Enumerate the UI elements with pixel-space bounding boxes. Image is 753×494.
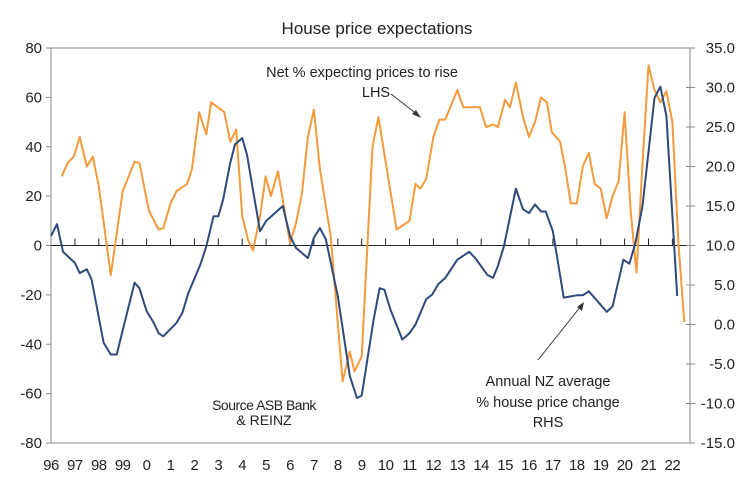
price-arrowhead [577, 302, 584, 311]
x-tick-label: 2 [190, 457, 198, 474]
left-tick-label: 0 [34, 238, 42, 255]
chart-title: House price expectations [282, 19, 473, 38]
x-tick-label: 98 [91, 457, 107, 474]
x-tick-label: 9 [358, 457, 366, 474]
x-tick-label: 17 [545, 457, 561, 474]
x-tick-label: 15 [497, 457, 513, 474]
right-tick-label: 25.0 [706, 119, 735, 136]
left-tick-label: -20 [20, 287, 42, 304]
right-tick-label: -5.0 [709, 356, 735, 373]
series-group [50, 64, 686, 399]
price-arrow [537, 305, 582, 361]
expectations-label-line2: LHS [362, 85, 390, 101]
expectations-arrow [390, 93, 419, 116]
price-label-line1: Annual NZ average [486, 374, 611, 390]
series-line-expectations [60, 64, 686, 383]
x-tick-label: 11 [402, 457, 417, 474]
x-tick-label: 8 [334, 457, 342, 474]
left-tick-label: 80 [25, 40, 42, 57]
axes: 806040200-20-40-60-8035.030.025.020.015.… [20, 40, 735, 474]
right-tick-label: 30.0 [706, 80, 735, 97]
x-tick-label: 22 [665, 457, 681, 474]
x-tick-label: 21 [641, 457, 657, 474]
right-tick-label: 5.0 [714, 277, 735, 294]
x-tick-label: 19 [593, 457, 609, 474]
x-tick-label: 18 [569, 457, 585, 474]
x-tick-label: 97 [67, 457, 83, 474]
left-tick-label: -60 [20, 386, 42, 403]
x-tick-label: 1 [167, 457, 175, 474]
x-tick-label: 12 [426, 457, 442, 474]
x-tick-label: 6 [286, 457, 294, 474]
source-line1: Source ASB Bank [212, 397, 317, 413]
x-tick-label: 99 [115, 457, 131, 474]
x-tick-label: 16 [521, 457, 537, 474]
x-tick-label: 3 [214, 457, 222, 474]
x-tick-label: 10 [378, 457, 394, 474]
right-tick-label: -15.0 [701, 435, 735, 452]
left-tick-label: -40 [20, 336, 42, 353]
left-tick-label: -80 [20, 435, 42, 452]
expectations-arrowhead [412, 110, 421, 118]
right-tick-label: 20.0 [706, 159, 735, 176]
x-tick-label: 0 [143, 457, 151, 474]
annotations: Net % expecting prices to rise LHS Sourc… [212, 65, 620, 431]
right-tick-label: -10.0 [701, 396, 735, 413]
left-tick-label: 40 [25, 139, 42, 156]
right-tick-label: 15.0 [706, 198, 735, 215]
x-tick-label: 14 [473, 457, 489, 474]
right-tick-label: 0.0 [714, 317, 735, 334]
x-tick-label: 7 [310, 457, 318, 474]
left-tick-label: 60 [25, 89, 42, 106]
price-label-line3: RHS [533, 415, 564, 431]
expectations-label-line1: Net % expecting prices to rise [266, 65, 458, 81]
left-tick-label: 20 [25, 188, 42, 205]
right-tick-label: 10.0 [706, 238, 735, 255]
right-tick-label: 35.0 [706, 40, 735, 57]
x-tick-label: 13 [449, 457, 465, 474]
source-line2: & REINZ [236, 412, 292, 428]
price-label-line2: % house price change [476, 395, 620, 411]
x-tick-label: 96 [43, 457, 59, 474]
x-tick-label: 4 [238, 457, 246, 474]
x-tick-label: 5 [262, 457, 270, 474]
x-tick-label: 20 [617, 457, 633, 474]
series-line-house_price_change [50, 85, 679, 399]
